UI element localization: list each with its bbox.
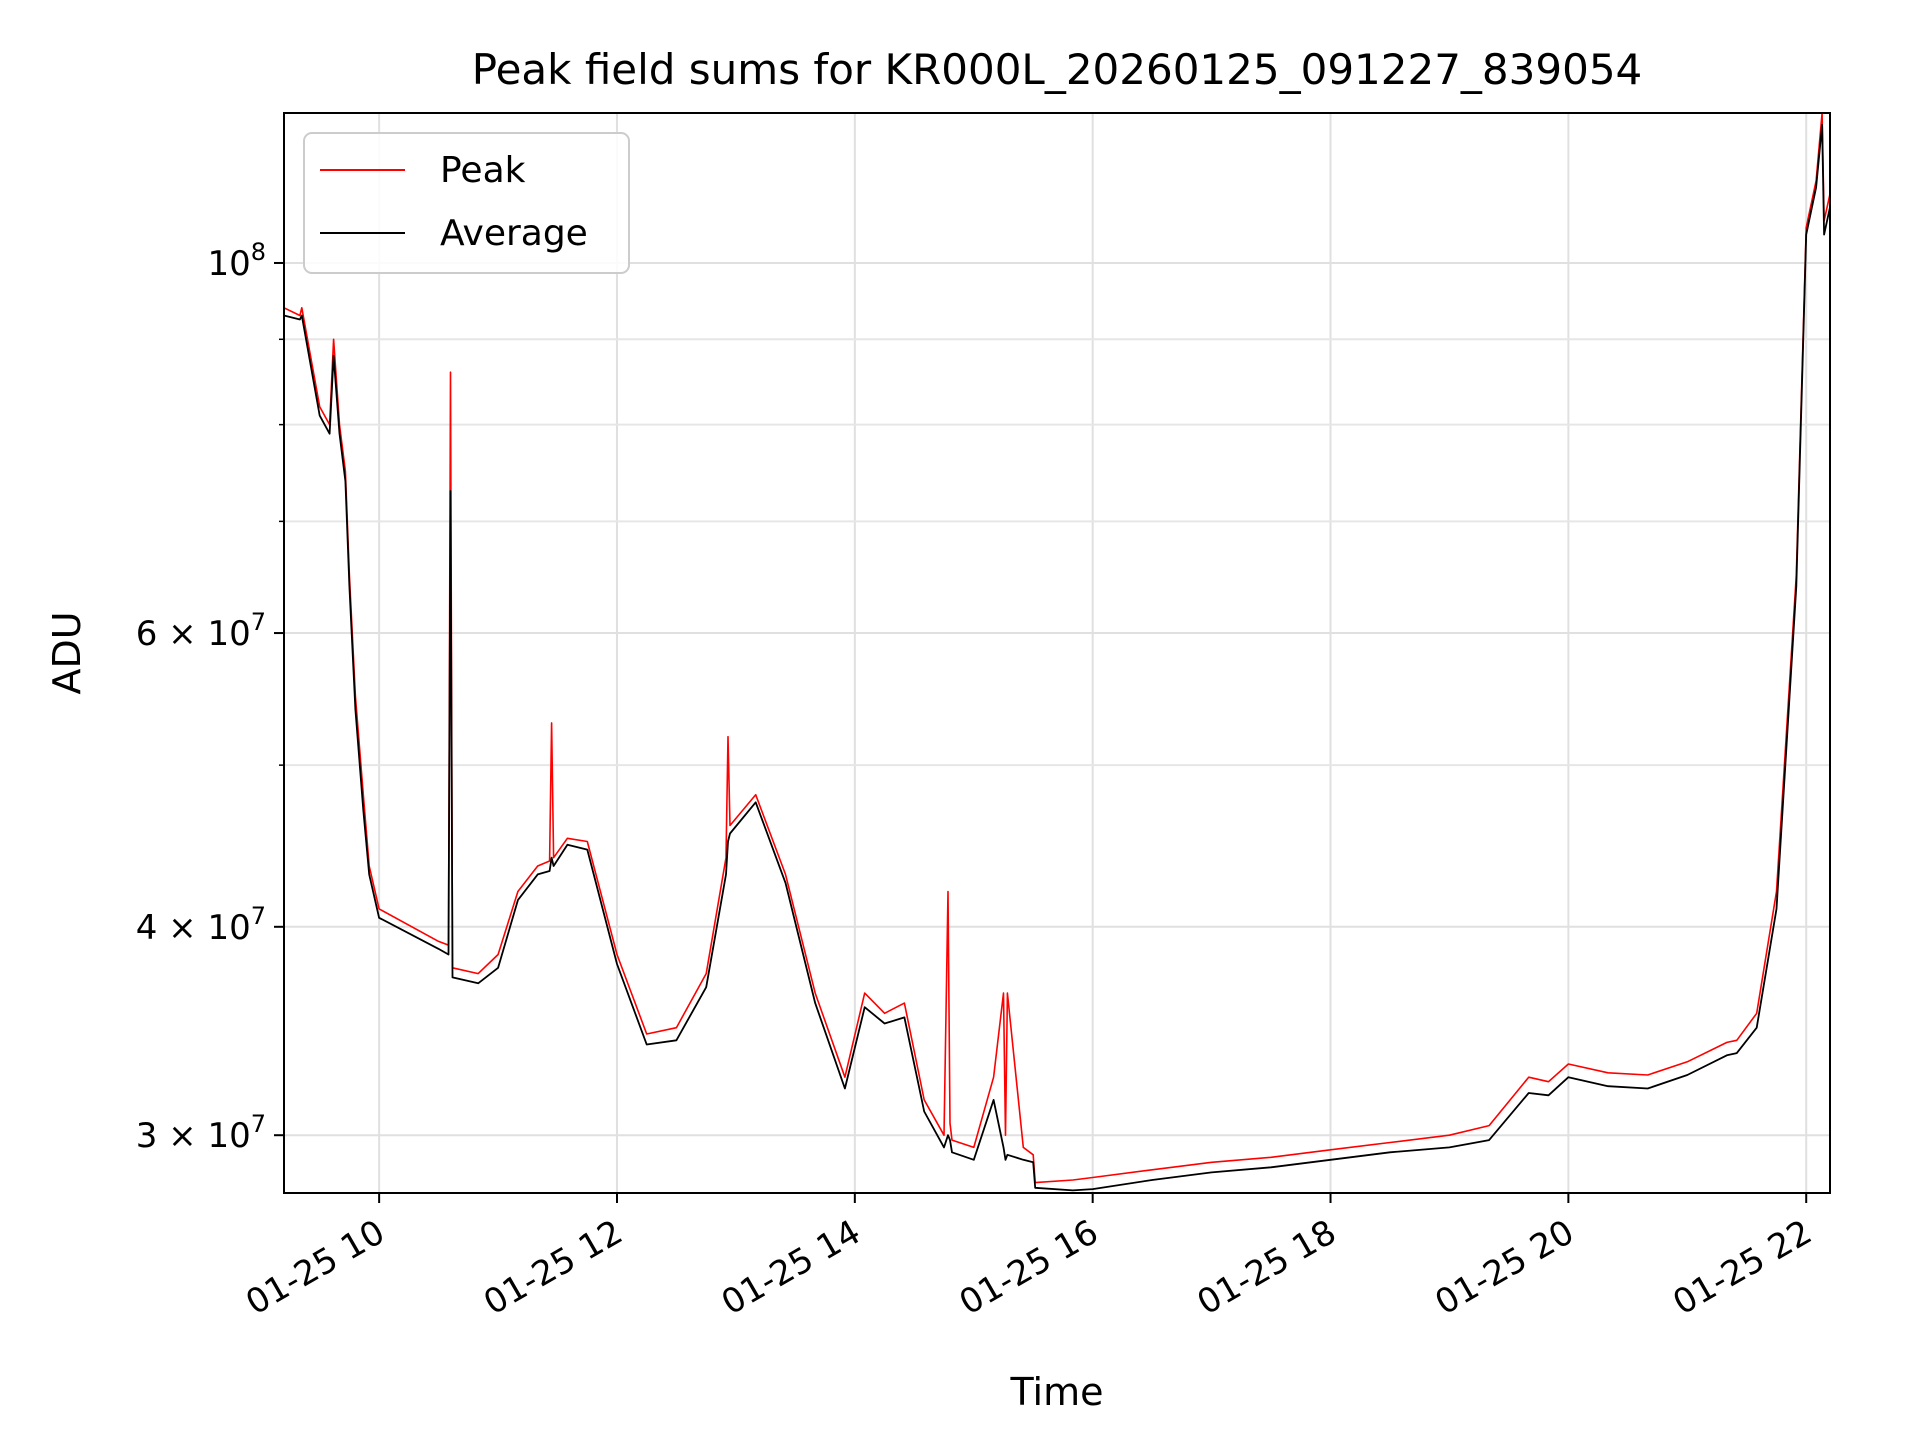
plot-area-frame bbox=[283, 112, 1831, 1194]
legend-label-average: Average bbox=[440, 213, 588, 254]
legend-label-peak: Peak bbox=[440, 150, 526, 191]
legend-box bbox=[303, 132, 630, 274]
y-tick-label: 4 × 107 bbox=[136, 902, 266, 948]
legend: Peak Average bbox=[303, 132, 630, 274]
series-line-average bbox=[283, 124, 1831, 1192]
y-tick-label: 3 × 107 bbox=[136, 1110, 266, 1156]
series-lines bbox=[283, 112, 1831, 1192]
grid-lines bbox=[284, 113, 1830, 1193]
chart-title: Peak field sums for KR000L_20260125_0912… bbox=[472, 45, 1643, 94]
y-tick-label: 108 bbox=[207, 238, 266, 284]
y-tick-label: 6 × 107 bbox=[136, 608, 266, 654]
x-axis-label: Time bbox=[1010, 1370, 1104, 1414]
series-line-peak bbox=[283, 112, 1831, 1184]
y-axis-label: ADU bbox=[45, 611, 89, 694]
